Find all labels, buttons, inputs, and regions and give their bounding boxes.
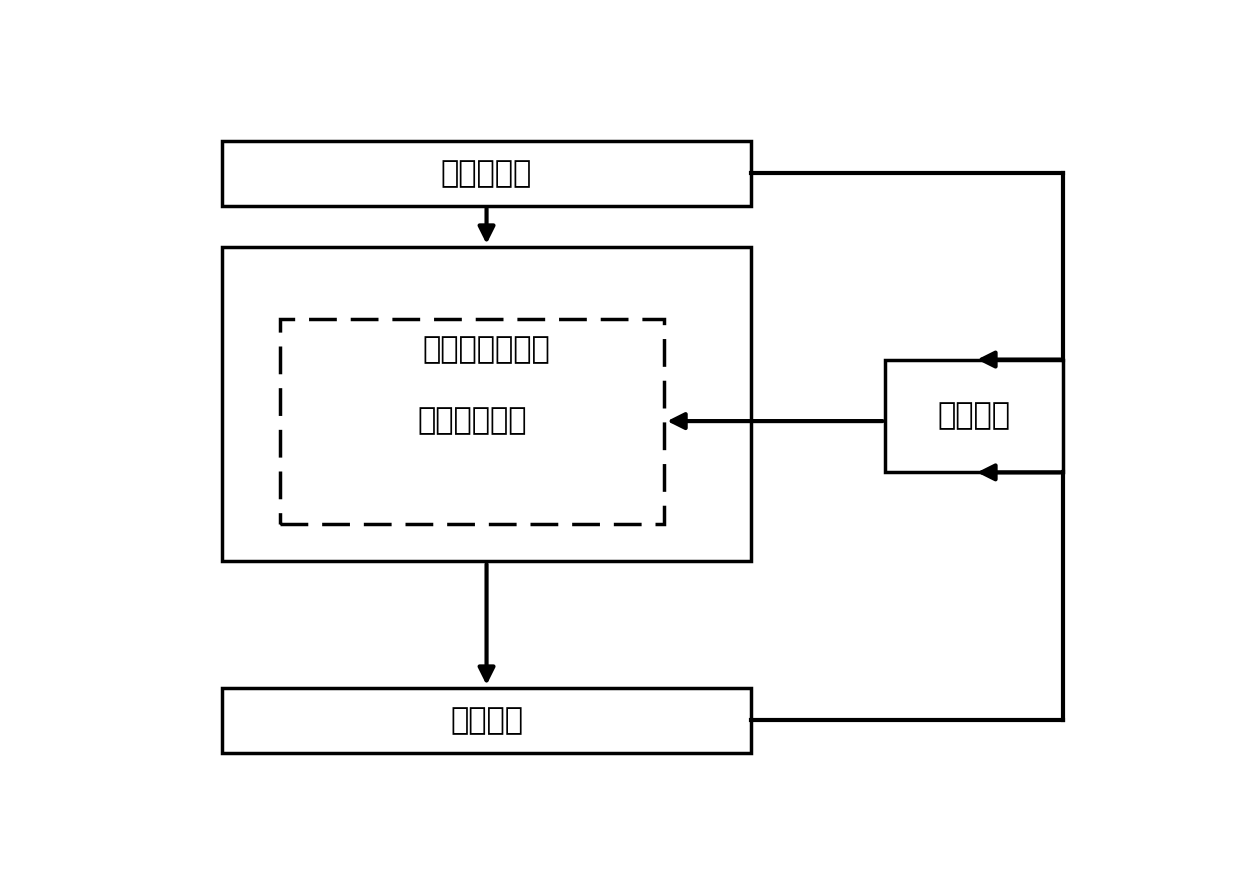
Text: 神经形态处理器: 神经形态处理器 (423, 335, 551, 364)
Bar (280, 319, 665, 524)
Text: 忆阻神经网络: 忆阻神经网络 (418, 407, 527, 436)
Bar (885, 360, 1063, 472)
Bar (222, 247, 751, 561)
Text: 各类传感器: 各类传感器 (441, 159, 532, 187)
Bar (222, 688, 751, 753)
Text: 运动控制: 运动控制 (450, 706, 523, 734)
Bar (222, 141, 751, 206)
Text: 监督学习: 监督学习 (937, 401, 1011, 431)
